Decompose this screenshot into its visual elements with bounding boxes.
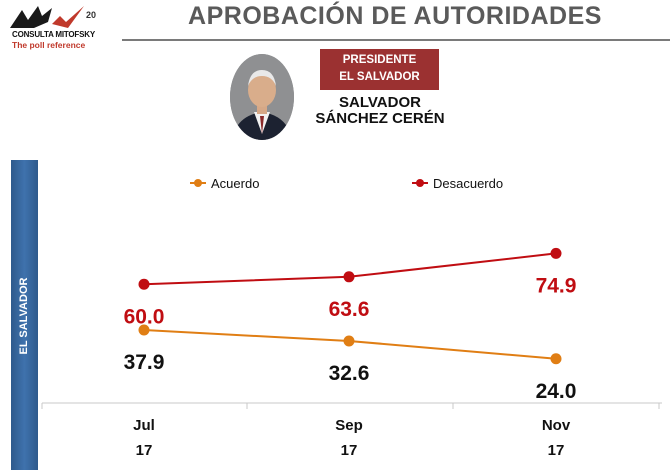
person-name: SALVADOR SÁNCHEZ CERÉN — [300, 95, 460, 127]
x-tick-label: Nov — [542, 417, 571, 434]
data-label: 37.9 — [124, 351, 165, 374]
title-divider — [122, 39, 670, 41]
data-label: 63.6 — [329, 298, 370, 321]
logo-name: CONSULTA MITOFSKY — [12, 30, 95, 39]
person-name-line-2: SÁNCHEZ CERÉN — [315, 110, 445, 127]
data-point — [550, 247, 562, 259]
president-photo — [230, 54, 294, 140]
x-tick-year-label: 17 — [548, 442, 565, 459]
logo-wing-icon — [10, 6, 84, 28]
badge-line-1: PRESIDENTE — [342, 54, 417, 66]
data-label: 60.0 — [124, 305, 165, 328]
legend-label: Acuerdo — [211, 176, 259, 191]
person-name-line-1: SALVADOR — [339, 94, 421, 111]
data-label: 32.6 — [329, 362, 370, 385]
data-point — [343, 335, 355, 347]
mitofsky-logo: 20 CONSULTA MITOFSKY The poll reference — [8, 4, 108, 50]
logo-tagline: The poll reference — [12, 40, 86, 50]
country-sidebar — [11, 160, 38, 470]
data-point — [138, 278, 150, 290]
person-portrait-icon — [230, 54, 294, 140]
x-tick-year-label: 17 — [136, 442, 153, 459]
legend-swatch-marker — [416, 179, 424, 187]
data-label: 24.0 — [536, 380, 577, 403]
data-point — [138, 324, 150, 336]
x-tick-label: Jul — [133, 417, 155, 434]
data-point — [550, 353, 562, 365]
legend-swatch-marker — [194, 179, 202, 187]
legend-label: Desacuerdo — [433, 176, 503, 191]
position-badge: PRESIDENTE EL SALVADOR — [320, 49, 439, 90]
badge-line-2: EL SALVADOR — [339, 71, 420, 83]
data-point — [343, 271, 355, 283]
x-tick-label: Sep — [335, 417, 363, 434]
page-title: APROBACIÓN DE AUTORIDADES — [188, 2, 602, 30]
data-label: 74.9 — [536, 274, 577, 297]
logo-anniversary: 20 — [86, 10, 97, 20]
x-tick-year-label: 17 — [341, 442, 358, 459]
